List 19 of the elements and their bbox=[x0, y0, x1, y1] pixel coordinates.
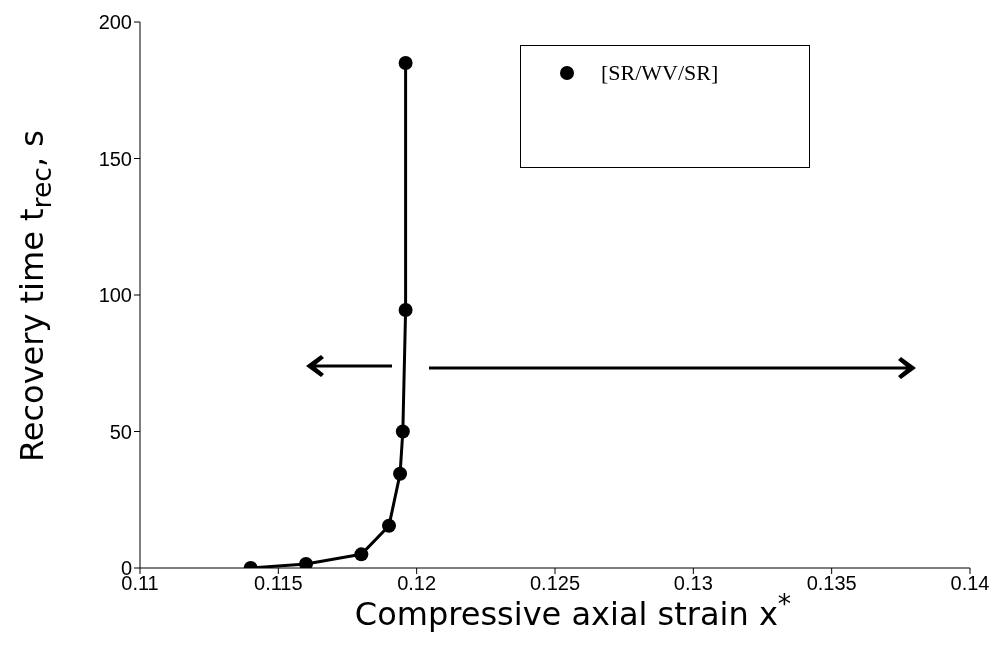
x-tick-label: 0.14 bbox=[950, 572, 990, 595]
point bbox=[393, 466, 408, 481]
point bbox=[398, 303, 413, 318]
point bbox=[398, 55, 413, 70]
point bbox=[299, 556, 313, 568]
x-tick-label: 0.135 bbox=[806, 572, 857, 595]
y-tick-label: 50 bbox=[109, 420, 132, 443]
point bbox=[395, 424, 410, 439]
y-tick-label: 100 bbox=[98, 284, 132, 307]
y-tick-label: 150 bbox=[98, 147, 132, 170]
point bbox=[354, 547, 369, 562]
x-tick-label: 0.115 bbox=[254, 572, 303, 595]
legend-label: [SR/WV/SR] bbox=[601, 60, 719, 86]
legend-box: [SR/WV/SR] bbox=[520, 45, 810, 168]
y-tick-label: 200 bbox=[98, 11, 132, 34]
x-tick-label: 0.13 bbox=[673, 572, 713, 595]
x-tick-label: 0.125 bbox=[529, 572, 581, 595]
point bbox=[382, 518, 396, 533]
x-tick-label: 0.12 bbox=[397, 572, 437, 595]
